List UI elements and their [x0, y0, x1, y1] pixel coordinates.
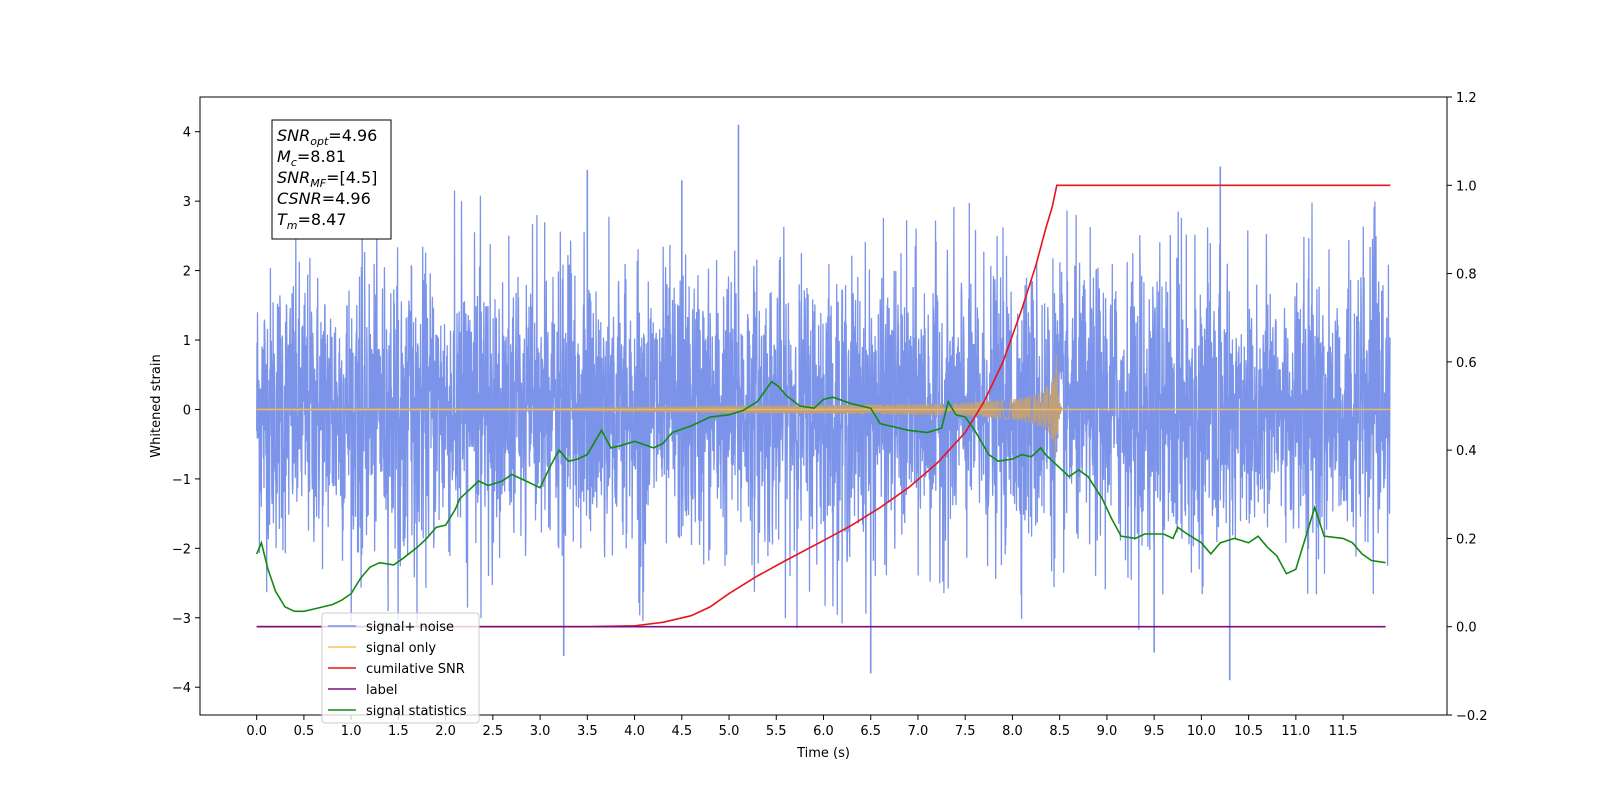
x-tick-label: 8.0	[1002, 724, 1023, 739]
x-tick-label: 10.0	[1187, 724, 1216, 739]
x-axis-label: Time (s)	[796, 746, 850, 761]
info-line: Tm=8.47	[277, 210, 347, 232]
y-right-tick-label: −0.2	[1456, 709, 1488, 724]
x-tick-label: 0.5	[294, 724, 315, 739]
legend-label: signal statistics	[366, 704, 467, 719]
y-tick-label: 2	[183, 265, 191, 280]
x-tick-label: 3.0	[530, 724, 551, 739]
y-tick-label: 3	[183, 195, 191, 210]
y-tick-label: −1	[172, 473, 191, 488]
x-tick-label: 0.0	[246, 724, 267, 739]
x-tick-label: 2.5	[483, 724, 504, 739]
plot-area	[255, 124, 1391, 681]
x-tick-label: 6.0	[813, 724, 834, 739]
x-tick-label: 4.0	[624, 724, 645, 739]
x-tick-label: 9.5	[1144, 724, 1165, 739]
legend: signal+ noise signal only cumilative SNR la…	[321, 612, 480, 724]
y-tick-label: 1	[183, 334, 191, 349]
x-tick-label: 11.5	[1329, 724, 1358, 739]
y-right-tick-label: 0.4	[1456, 444, 1477, 459]
legend-label: label	[366, 683, 397, 698]
info-line: CSNR=4.96	[277, 189, 371, 208]
y-right-tick-label: 0.0	[1456, 621, 1477, 636]
x-tick-label: 11.0	[1281, 724, 1310, 739]
legend-label: signal+ noise	[366, 620, 454, 635]
x-tick-label: 5.0	[719, 724, 740, 739]
x-tick-label: 3.5	[577, 724, 598, 739]
x-tick-label: 9.0	[1097, 724, 1118, 739]
x-tick-label: 10.5	[1234, 724, 1263, 739]
y-tick-label: −4	[172, 681, 191, 696]
legend-frame	[321, 612, 480, 724]
info-line: SNRopt=4.96	[277, 126, 377, 148]
y-right-tick-label: 1.0	[1456, 179, 1477, 194]
x-tick-label: 8.5	[1049, 724, 1070, 739]
info-line: Mc=8.81	[277, 147, 346, 169]
info-box-frame	[271, 119, 392, 240]
legend-label: cumilative SNR	[366, 662, 465, 677]
y-tick-label: 0	[183, 403, 191, 418]
x-tick-label: 6.5	[860, 724, 881, 739]
y-right-tick-label: 0.6	[1456, 356, 1477, 371]
x-tick-label: 1.0	[341, 724, 362, 739]
y-right-tick-label: 0.2	[1456, 532, 1477, 547]
x-tick-label: 5.5	[766, 724, 787, 739]
x-tick-label: 2.0	[435, 724, 456, 739]
x-tick-label: 1.5	[388, 724, 409, 739]
x-tick-label: 7.5	[955, 724, 976, 739]
series-signal-statistics	[255, 380, 1386, 613]
x-tick-label: 4.5	[671, 724, 692, 739]
info-line: SNRMF=[4.5]	[277, 168, 377, 190]
y-tick-label: −2	[172, 542, 191, 557]
y-tick-label: 4	[183, 126, 191, 141]
y-tick-label: −3	[172, 612, 191, 627]
y-right-tick-label: 0.8	[1456, 268, 1477, 283]
legend-label: signal only	[366, 641, 436, 656]
series-signal-noise	[256, 187, 1391, 631]
y-right-tick-label: 1.2	[1456, 91, 1477, 106]
y-axis-label: Whitened strain	[149, 354, 164, 457]
series-cumilative-snr	[256, 184, 1391, 628]
x-tick-label: 7.0	[908, 724, 929, 739]
